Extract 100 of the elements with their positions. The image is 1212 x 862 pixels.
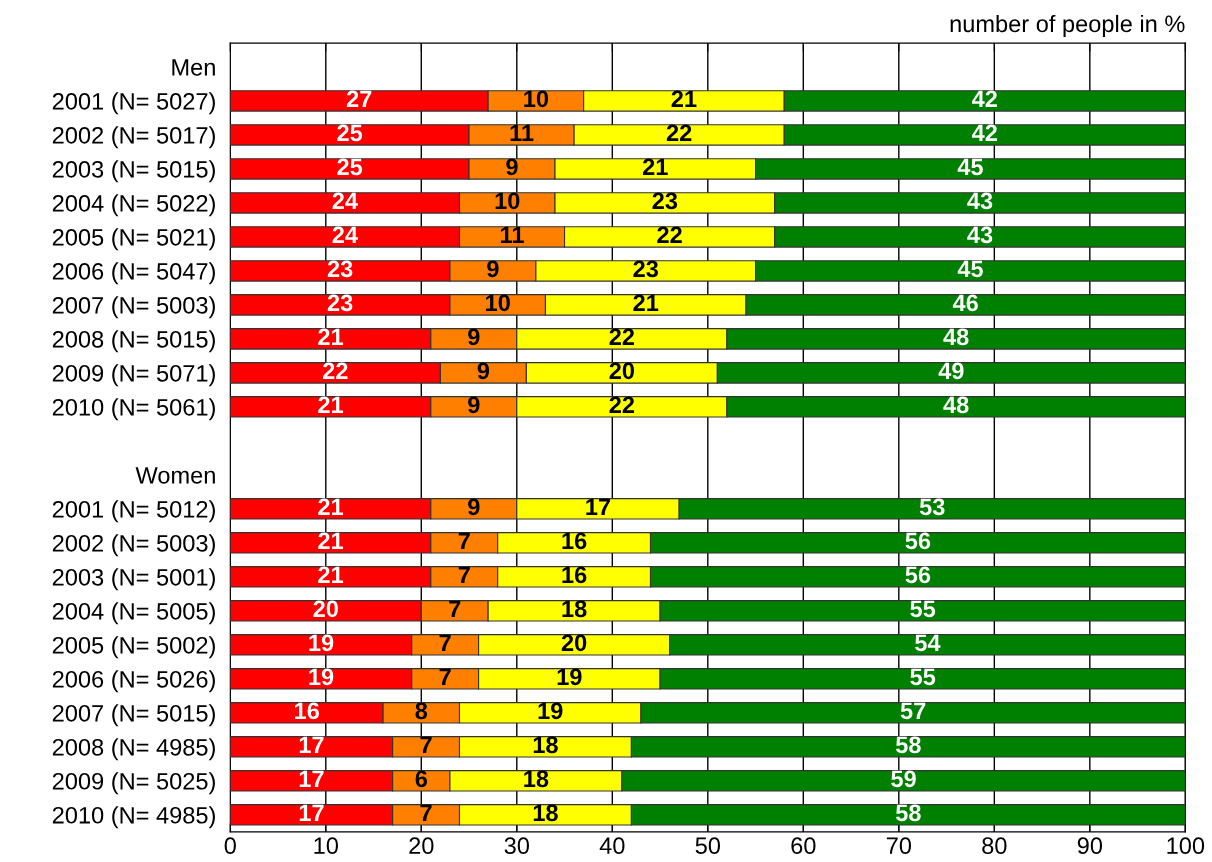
data-label: 49: [938, 362, 964, 380]
y-tick-label: 2001 (N= 5012): [52, 500, 215, 523]
data-label: 25: [337, 124, 363, 142]
x-tick-label: 20: [409, 837, 434, 855]
y-tick-label: Men: [172, 59, 215, 76]
y-tick-label: 2008 (N= 4985): [52, 738, 215, 761]
data-label: 19: [309, 634, 334, 652]
data-label: 23: [633, 260, 659, 278]
data-label: 55: [910, 600, 936, 618]
data-label: 7: [439, 668, 451, 685]
data-label: 42: [972, 90, 997, 107]
data-label: 9: [487, 260, 499, 278]
data-label: 21: [318, 328, 344, 345]
data-label: 54: [915, 634, 941, 652]
data-label: 56: [905, 566, 931, 584]
y-tick-label: 2008 (N= 5015): [52, 330, 215, 353]
y-tick-label: 2006 (N= 5026): [52, 670, 215, 693]
data-label: 22: [609, 396, 635, 413]
data-label: 59: [891, 770, 916, 788]
y-tick-label: 2005 (N= 5021): [52, 228, 215, 251]
data-label: 19: [538, 702, 563, 720]
x-tick-label: 50: [695, 837, 721, 855]
y-tick-label: 2010 (N= 4985): [52, 806, 215, 829]
data-label: 53: [919, 498, 945, 516]
y-tick-label: 2007 (N= 5003): [52, 296, 215, 319]
y-tick-label: 2002 (N= 5003): [52, 534, 215, 557]
data-label: 21: [318, 498, 344, 515]
y-tick-label: 2003 (N= 5015): [52, 160, 215, 183]
data-label: 21: [642, 158, 668, 175]
data-label: 22: [323, 362, 348, 379]
data-label: 55: [910, 668, 936, 686]
y-tick-label: 2004 (N= 5022): [52, 194, 215, 217]
data-label: 21: [633, 294, 659, 311]
data-label: 9: [468, 328, 480, 346]
data-label: 58: [895, 736, 921, 754]
data-label: 43: [967, 192, 993, 210]
data-label: 46: [952, 294, 978, 312]
y-tick-label: 2009 (N= 5071): [52, 364, 215, 387]
data-label: 6: [415, 770, 427, 788]
data-label: 20: [561, 634, 587, 652]
data-label: 10: [524, 90, 549, 108]
data-label: 16: [562, 532, 587, 550]
data-label: 22: [666, 124, 692, 141]
data-label: 21: [671, 90, 697, 107]
data-label: 16: [562, 566, 587, 584]
data-label: 45: [957, 158, 983, 176]
data-label: 9: [468, 396, 480, 414]
y-tick-label: 2002 (N= 5017): [52, 126, 215, 149]
data-label: 17: [586, 498, 611, 515]
data-label: 19: [309, 668, 334, 686]
y-tick-label: 2009 (N= 5025): [52, 772, 215, 795]
data-label: 23: [327, 260, 353, 278]
x-tick-label: 10: [314, 837, 338, 855]
data-label: 7: [458, 532, 470, 549]
y-tick-label: 2004 (N= 5005): [52, 602, 215, 625]
data-label: 10: [486, 294, 510, 312]
data-label: 18: [562, 600, 587, 618]
data-label: 7: [420, 804, 432, 821]
data-label: 23: [652, 192, 678, 210]
data-label: 21: [318, 566, 344, 583]
data-label: 20: [609, 362, 635, 380]
data-label: 19: [557, 668, 582, 686]
data-label: 24: [332, 226, 358, 243]
data-label: 9: [506, 158, 518, 176]
x-tick-label: 80: [982, 837, 1007, 855]
x-axis-title: number of people in %: [950, 14, 1185, 37]
data-label: 7: [420, 736, 432, 753]
data-label: 16: [295, 702, 319, 720]
y-tick-label: 2006 (N= 5047): [52, 262, 215, 285]
x-tick-label: 100: [1167, 837, 1205, 855]
data-label: 11: [510, 124, 534, 141]
data-label: 9: [468, 498, 480, 516]
data-label: 8: [415, 702, 428, 720]
y-tick-label: 2010 (N= 5061): [52, 398, 215, 421]
data-label: 10: [495, 192, 520, 210]
data-label: 43: [967, 226, 993, 244]
data-label: 42: [972, 124, 997, 141]
data-label: 11: [501, 226, 524, 243]
data-label: 9: [477, 362, 490, 380]
y-tick-label: 2001 (N= 5027): [52, 92, 215, 115]
data-label: 18: [533, 736, 558, 754]
data-label: 57: [900, 702, 926, 720]
x-tick-label: 40: [599, 837, 625, 855]
data-label: 7: [449, 600, 461, 617]
data-label: 18: [533, 804, 558, 822]
data-label: 22: [609, 328, 635, 345]
data-label: 25: [337, 158, 363, 176]
data-label: 27: [346, 90, 372, 107]
data-label: 7: [439, 634, 451, 651]
data-label: 17: [299, 770, 324, 787]
data-label: 18: [524, 770, 549, 788]
x-tick-label: 90: [1077, 837, 1103, 855]
data-label: 58: [895, 804, 921, 822]
data-label: 7: [458, 566, 470, 583]
y-tick-label: 2003 (N= 5001): [52, 568, 215, 591]
y-tick-label: Women: [135, 467, 215, 484]
y-tick-label: 2005 (N= 5002): [52, 636, 215, 659]
y-tick-label: 2007 (N= 5015): [52, 704, 215, 727]
x-tick-label: 70: [886, 837, 912, 855]
data-label: 17: [299, 804, 324, 821]
